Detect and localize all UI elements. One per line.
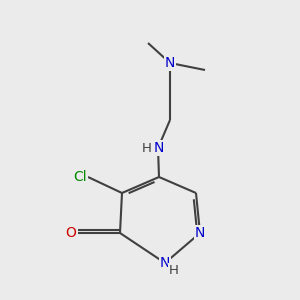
Text: N: N — [165, 56, 175, 70]
Text: O: O — [66, 226, 76, 240]
Text: N: N — [154, 141, 164, 155]
Text: H: H — [142, 142, 152, 154]
Text: H: H — [169, 265, 179, 278]
Text: Cl: Cl — [73, 170, 87, 184]
Text: N: N — [160, 256, 170, 270]
Text: N: N — [195, 226, 205, 240]
